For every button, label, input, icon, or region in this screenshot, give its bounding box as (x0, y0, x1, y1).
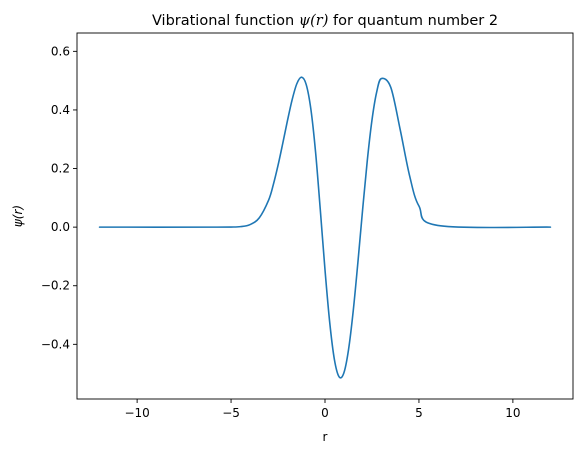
y-axis-ticks: −0.4 −0.2 0.0 0.2 0.4 0.6 (41, 44, 77, 351)
y-tick-label: 0.0 (51, 220, 70, 234)
x-tick-label: 5 (415, 406, 423, 420)
x-axis-ticks: −10 −5 0 5 10 (124, 399, 521, 420)
x-tick-label: 10 (505, 406, 520, 420)
x-tick-label: −10 (124, 406, 149, 420)
x-axis-label: r (323, 430, 328, 444)
y-tick-label: 0.2 (51, 162, 70, 176)
line-series (98, 76, 552, 379)
chart-title: Vibrational function ψ(r) for quantum nu… (152, 13, 498, 29)
plot-area (76, 32, 574, 400)
y-tick-label: −0.2 (41, 279, 70, 293)
y-tick-label: 0.6 (51, 44, 70, 58)
y-tick-label: 0.4 (51, 103, 70, 117)
axes-frame (76, 32, 574, 400)
y-tick-label: −0.4 (41, 337, 70, 351)
series-line (98, 76, 552, 379)
x-tick-label: −5 (222, 406, 240, 420)
y-axis-label: ψ(r) (11, 205, 25, 227)
x-tick-label: 0 (321, 406, 329, 420)
